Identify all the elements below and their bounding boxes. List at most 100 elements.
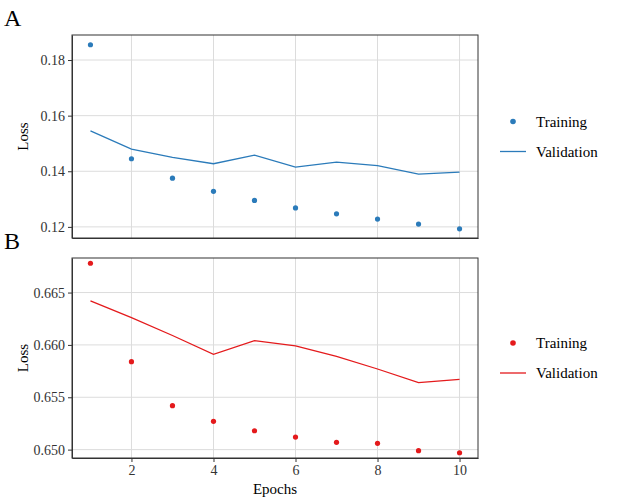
y-tick-mark [68,60,72,61]
grid-line-x [377,35,378,238]
y-axis: 0.650 0.655 0.660 0.665 [34,259,73,459]
grid-line-x [377,258,378,458]
y-tick-mark [68,397,72,398]
training-point [211,189,216,194]
grid-line-x [459,258,460,458]
legend-label: Validation [536,144,598,160]
x-tick-mark [296,458,297,462]
plot-frame [72,258,478,458]
y-tick: 0.650 [34,443,73,458]
validation-line [90,131,459,174]
grid-line-x [459,35,460,238]
training-point [170,403,175,408]
training-point [416,448,421,453]
y-tick-label: 0.660 [34,338,66,353]
y-tick-mark [68,345,72,346]
training-point [88,42,93,47]
y-tick-mark [68,450,72,451]
y-tick: 0.18 [41,53,73,68]
plot-frame [72,35,478,238]
x-tick-mark [378,458,379,462]
training-point [129,359,134,364]
x-axis-title: Epochs [253,481,297,497]
training-point [252,198,257,203]
legend: Training Validation [500,114,598,160]
grid-line-y [72,60,478,61]
x-tick: 6 [293,458,300,478]
legend-symbol [500,151,526,152]
x-tick-label: 10 [453,463,467,478]
training-point [293,205,298,210]
legend-symbol [500,372,526,373]
grid-line-y [72,115,478,116]
grid-line-y [72,171,478,172]
x-axis-line [73,238,479,239]
grid-line-x [131,35,132,238]
y-tick-mark [68,116,72,117]
legend-label: Validation [536,365,598,381]
y-axis-title: Loss [15,122,31,151]
grid-line-y [72,344,478,345]
grid-line-x [131,258,132,458]
training-point [211,419,216,424]
legend-label: Training [536,335,588,351]
y-tick: 0.16 [41,109,73,124]
x-tick: 10 [453,458,467,478]
training-point [375,441,380,446]
x-tick-label: 6 [293,463,300,478]
y-tick-label: 0.18 [41,53,66,68]
marks [88,42,462,231]
panel-label: B [4,228,20,254]
panel: 0.650 0.655 0.660 0.665 2 4 6 8 10 B Loss Epochs Tra… [4,228,598,497]
y-tick-label: 0.655 [34,390,66,405]
plot-background [72,35,478,238]
panel-label: A [4,5,22,31]
y-tick-label: 0.14 [41,164,66,179]
y-tick-mark [68,227,72,228]
x-axis [73,238,479,240]
y-tick-label: 0.650 [34,443,66,458]
figure: 0.120.140.160.18ALossTrainingValidation0… [0,0,640,500]
training-point [293,434,298,439]
x-tick-label: 8 [375,463,382,478]
y-tick-mark [68,171,72,172]
training-point [252,428,257,433]
training-point [88,261,93,266]
x-tick: 4 [210,458,217,478]
y-tick: 0.12 [41,220,73,235]
x-tick-mark [460,458,461,462]
legend-symbol [510,340,516,346]
x-tick-mark [213,458,214,462]
grid-line-y [72,292,478,293]
y-axis-title: Loss [15,344,31,373]
training-point [457,226,462,231]
grid-line-x [213,35,214,238]
x-tick-label: 4 [210,463,217,478]
x-tick: 2 [128,458,135,478]
training-point [170,176,175,181]
training-point [334,440,339,445]
y-axis-line [72,259,73,459]
y-tick: 0.655 [34,390,73,405]
grid-line-x [295,258,296,458]
training-point [416,221,421,226]
validation-line [90,301,459,383]
x-tick: 8 [375,458,382,478]
y-tick-label: 0.16 [41,109,66,124]
legend: Training Validation [500,335,598,381]
y-tick: 0.665 [34,286,73,301]
marks [88,261,462,456]
panel: 0.12 0.14 0.16 0.18 A Loss Training Validation [4,5,598,239]
legend-symbol [510,119,516,125]
grid-line-x [213,258,214,458]
grid-line-y [72,226,478,227]
y-tick-label: 0.665 [34,286,66,301]
y-tick: 0.660 [34,338,73,353]
training-point [457,450,462,455]
training-point [375,216,380,221]
y-axis: 0.12 0.14 0.16 0.18 [41,36,73,239]
y-tick-label: 0.12 [41,220,66,235]
x-tick-label: 2 [128,463,135,478]
legend-label: Training [536,114,588,130]
y-axis-line [72,36,73,239]
